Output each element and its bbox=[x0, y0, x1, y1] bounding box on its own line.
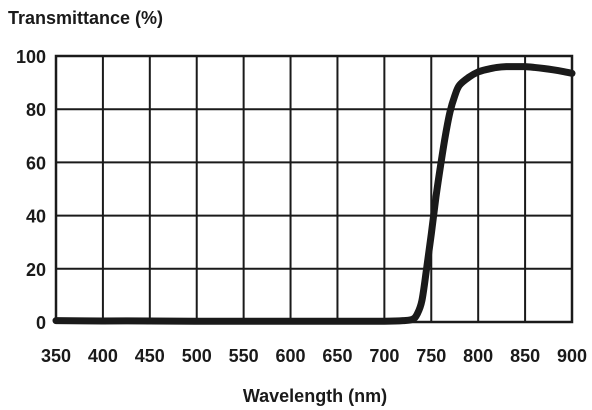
x-tick-label: 850 bbox=[510, 346, 540, 366]
y-tick-label: 100 bbox=[16, 47, 46, 67]
y-tick-label: 80 bbox=[26, 100, 46, 120]
x-tick-label: 550 bbox=[229, 346, 259, 366]
y-tick-label: 0 bbox=[36, 313, 46, 333]
x-tick-label: 800 bbox=[463, 346, 493, 366]
x-tick-label: 750 bbox=[416, 346, 446, 366]
x-tick-label: 500 bbox=[182, 346, 212, 366]
y-axis-label: Transmittance (%) bbox=[8, 8, 163, 28]
x-tick-label: 450 bbox=[135, 346, 165, 366]
series-line-transmittance bbox=[52, 63, 576, 325]
x-tick-label: 900 bbox=[557, 346, 587, 366]
x-tick-label: 650 bbox=[322, 346, 352, 366]
y-tick-labels: 0 20 40 60 80 100 bbox=[16, 47, 46, 333]
grid bbox=[54, 54, 574, 324]
x-tick-labels: 350 400 450 500 550 600 650 700 750 800 850 900 bbox=[41, 346, 587, 366]
x-axis-label: Wavelength (nm) bbox=[243, 386, 387, 406]
y-tick-label: 60 bbox=[26, 153, 46, 173]
x-tick-label: 700 bbox=[369, 346, 399, 366]
plot-frame bbox=[54, 54, 574, 324]
series-group bbox=[52, 63, 576, 325]
y-tick-label: 20 bbox=[26, 260, 46, 280]
x-tick-label: 350 bbox=[41, 346, 71, 366]
x-tick-label: 600 bbox=[276, 346, 306, 366]
y-tick-label: 40 bbox=[26, 207, 46, 227]
x-tick-label: 400 bbox=[88, 346, 118, 366]
